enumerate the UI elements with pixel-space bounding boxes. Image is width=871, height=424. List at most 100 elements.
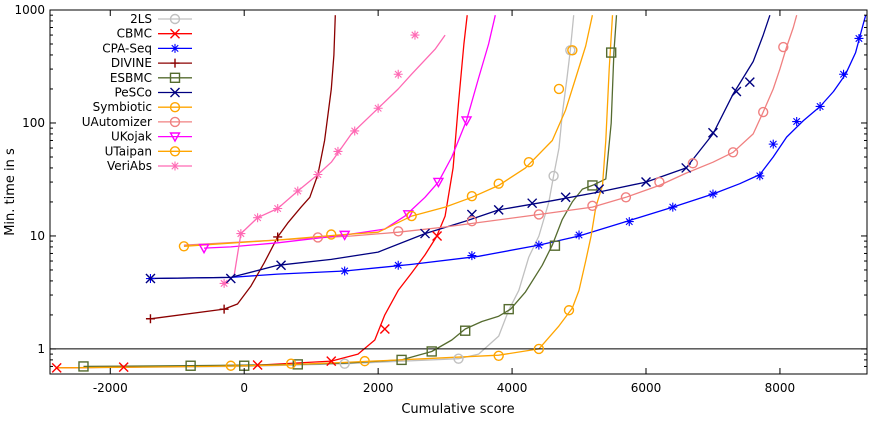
data-point	[654, 176, 665, 188]
data-point	[553, 83, 565, 95]
data-point	[326, 229, 337, 240]
data-point	[523, 156, 535, 168]
legend-entry: UKojak	[111, 130, 192, 144]
legend-marker	[169, 101, 181, 113]
data-point	[815, 101, 825, 111]
data-point	[432, 177, 445, 188]
legend-entry: CBMC	[117, 27, 192, 41]
data-point	[493, 178, 504, 189]
data-point	[393, 69, 403, 79]
legend-entry: DIVINE	[111, 56, 192, 70]
legend-marker	[169, 13, 181, 25]
y-tick-label: 1000	[14, 3, 45, 17]
legend-marker	[170, 28, 180, 39]
legend-label: Symbiotic	[93, 100, 152, 114]
data-point	[460, 116, 473, 127]
legend-entry: Symbiotic	[93, 100, 192, 114]
legend-entry: 2LS	[130, 12, 192, 26]
data-point	[185, 360, 196, 371]
data-point	[402, 210, 414, 221]
data-point	[379, 324, 390, 335]
data-point	[534, 240, 544, 250]
x-tick-label: 8000	[765, 381, 796, 395]
x-tick-label: 0	[240, 381, 248, 395]
y-tick-label: 100	[22, 116, 45, 130]
plot-frame	[49, 9, 868, 375]
data-point	[459, 325, 471, 336]
series-markers-ukojak	[198, 116, 473, 255]
legend-label: 2LS	[130, 12, 152, 26]
data-point	[567, 45, 578, 56]
series-markers-cbmc	[51, 230, 443, 373]
data-point	[503, 303, 514, 315]
data-point	[466, 190, 478, 202]
data-point	[312, 232, 324, 243]
legend-entry: UAutomizer	[82, 115, 192, 129]
series-line-2ls	[56, 15, 575, 369]
data-point	[326, 356, 337, 367]
data-point	[778, 41, 789, 53]
legend-label: UKojak	[111, 130, 152, 144]
series-markers-esbmc	[78, 47, 617, 372]
data-point	[78, 361, 89, 372]
data-point	[563, 305, 575, 316]
series-line-uautomizer	[183, 15, 798, 246]
data-point	[198, 243, 210, 255]
data-point	[406, 210, 417, 222]
legend-marker	[169, 132, 181, 143]
data-point	[393, 260, 403, 270]
data-point	[426, 346, 437, 357]
legend-label: DIVINE	[111, 56, 152, 70]
legend-label: CBMC	[117, 27, 152, 41]
legend-entry: CPA-Seq	[102, 41, 192, 55]
x-axis-label: Cumulative score	[401, 402, 514, 417]
data-point	[225, 360, 237, 371]
legend-entry: UTaipan	[105, 144, 192, 158]
legend-label: VeriAbs	[107, 159, 152, 173]
data-point	[333, 146, 343, 156]
data-point	[527, 198, 538, 209]
data-point	[854, 33, 864, 43]
data-point	[758, 106, 769, 118]
data-point	[668, 202, 678, 212]
data-point	[768, 139, 778, 149]
data-point	[273, 203, 283, 213]
data-point	[533, 343, 545, 355]
x-tick-label: -2000	[93, 381, 128, 395]
legend-marker	[170, 161, 180, 171]
legend-marker	[170, 43, 180, 53]
legend-marker	[170, 58, 180, 68]
data-point	[292, 359, 303, 370]
y-tick-label: 1	[37, 342, 45, 356]
legend-label: UTaipan	[105, 144, 152, 158]
legend: 2LSCBMCCPA-SeqDIVINEESBMCPeSCoSymbioticU…	[82, 12, 192, 173]
data-point	[624, 217, 634, 227]
data-point	[467, 251, 477, 261]
legend-entry: PeSCo	[114, 86, 192, 100]
data-point	[533, 209, 545, 220]
data-point	[410, 30, 420, 40]
data-point	[313, 169, 323, 179]
legend-marker	[169, 116, 181, 128]
data-point	[373, 103, 383, 113]
data-point	[145, 273, 156, 284]
y-axis-label: Min. time in s	[3, 148, 18, 236]
data-point	[755, 171, 765, 181]
data-point	[560, 192, 571, 203]
data-point	[744, 77, 755, 88]
data-point	[51, 362, 62, 373]
series-line-ukojak	[203, 15, 496, 249]
data-point	[687, 158, 699, 169]
legend-marker	[170, 87, 180, 98]
data-point	[393, 226, 404, 237]
data-point	[792, 117, 802, 127]
series-line-symbiotic	[56, 15, 614, 369]
legend-entry: ESBMC	[110, 71, 192, 85]
data-point	[252, 360, 263, 371]
legend-label: CPA-Seq	[102, 41, 152, 55]
data-point	[731, 86, 742, 97]
data-point	[594, 184, 605, 195]
data-point	[338, 230, 351, 241]
data-point	[219, 278, 229, 288]
